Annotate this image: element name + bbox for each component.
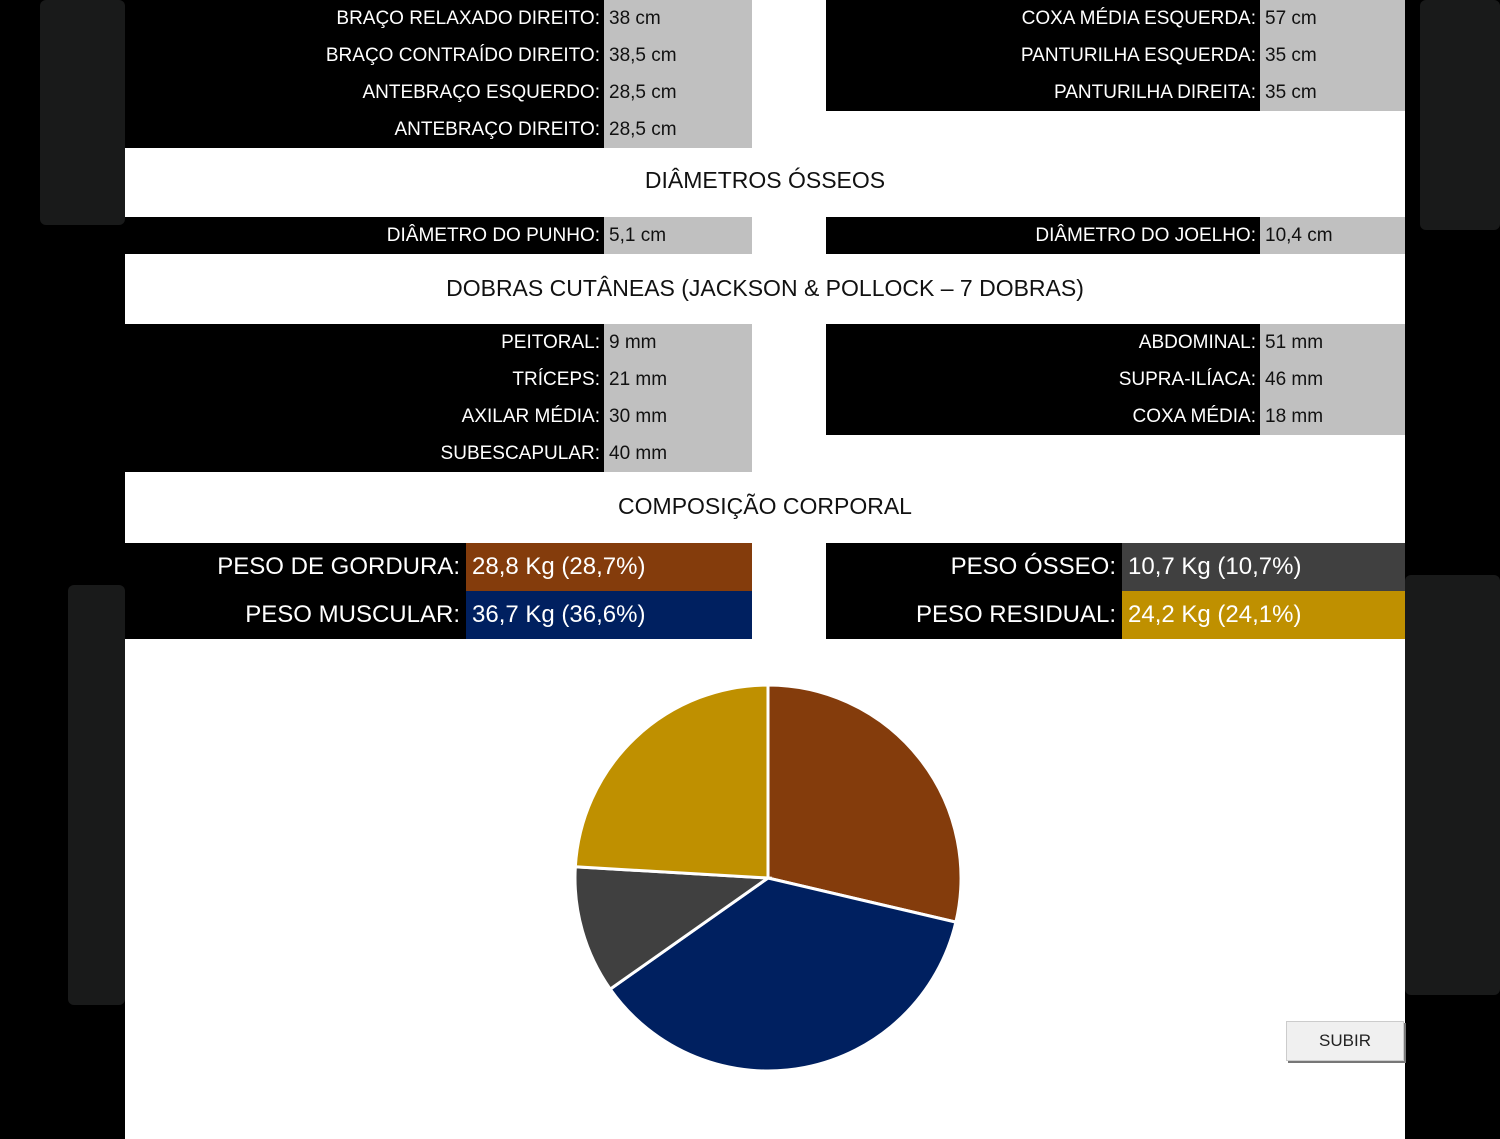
measure-value[interactable]: 9 mm xyxy=(604,324,752,361)
dobras-left: PEITORAL: 9 mm TRÍCEPS: 21 mm AXILAR MÉDIA… xyxy=(125,324,752,472)
perimetros-right: COXA MÉDIA ESQUERDA: 57 cm PANTURILHA ESQ… xyxy=(826,0,1405,111)
measure-row: PANTURILHA DIREITA: 35 cm xyxy=(826,74,1405,111)
pie-slice-peso-sseo xyxy=(573,865,773,992)
measure-label: BRAÇO RELAXADO DIREITO: xyxy=(336,7,600,29)
measure-value[interactable]: 35 cm xyxy=(1260,74,1405,111)
diametros-right: DIÂMETRO DO JOELHO: 10,4 cm xyxy=(826,217,1405,254)
measure-row: ANTEBRAÇO DIREITO: 28,5 cm xyxy=(125,111,752,148)
measure-value[interactable]: 38,5 cm xyxy=(604,37,752,74)
diametros-left: DIÂMETRO DO PUNHO: 5,1 cm xyxy=(125,217,752,254)
measure-label: ANTEBRAÇO DIREITO: xyxy=(394,118,600,140)
background-texture xyxy=(40,0,125,225)
comp-value-residual: 24,2 Kg (24,1%) xyxy=(1122,591,1405,639)
measure-value[interactable]: 40 mm xyxy=(604,435,752,472)
measure-label: SUPRA-ILÍACA: xyxy=(1118,368,1256,390)
measure-value[interactable]: 28,5 cm xyxy=(604,111,752,148)
composicao-left: PESO DE GORDURA: 28,8 Kg (28,7%) PESO MUS… xyxy=(125,543,752,639)
measure-row: COXA MÉDIA ESQUERDA: 57 cm xyxy=(826,0,1405,37)
composicao-right: PESO ÓSSEO: 10,7 Kg (10,7%) PESO RESIDUAL… xyxy=(826,543,1405,639)
measure-value[interactable]: 35 cm xyxy=(1260,37,1405,74)
subir-button[interactable]: SUBIR xyxy=(1286,1021,1404,1061)
perimetros-left: BRAÇO RELAXADO DIREITO: 38 cm BRAÇO CONTR… xyxy=(125,0,752,148)
background-texture xyxy=(1405,575,1500,995)
measure-value[interactable]: 21 mm xyxy=(604,361,752,398)
spreadsheet-report: BRAÇO RELAXADO DIREITO: 38 cm BRAÇO CONTR… xyxy=(125,0,1405,1139)
measure-row: BRAÇO RELAXADO DIREITO: 38 cm xyxy=(125,0,752,37)
background-texture xyxy=(68,585,125,1005)
section-title-composicao: COMPOSIÇÃO CORPORAL xyxy=(618,493,912,519)
comp-label: PESO RESIDUAL: xyxy=(915,601,1116,628)
background-texture xyxy=(1420,0,1500,230)
measure-value[interactable]: 30 mm xyxy=(604,398,752,435)
dobras-right: ABDOMINAL: 51 mm SUPRA-ILÍACA: 46 mm COXA … xyxy=(826,324,1405,435)
pie-slice-peso-muscular xyxy=(608,876,958,1073)
measure-label: DIÂMETRO DO PUNHO: xyxy=(386,224,600,246)
measure-label: PEITORAL: xyxy=(501,331,600,353)
measure-label: PANTURILHA ESQUERDA: xyxy=(1020,44,1256,66)
measure-value[interactable]: 38 cm xyxy=(604,0,752,37)
measure-label: COXA MÉDIA ESQUERDA: xyxy=(1021,7,1256,29)
section-title-dobras: DOBRAS CUTÂNEAS (JACKSON & POLLOCK – 7 D… xyxy=(446,275,1084,301)
measure-label: COXA MÉDIA: xyxy=(1132,405,1256,427)
pie-slice-peso-de-gordura xyxy=(766,683,963,924)
measure-value[interactable]: 51 mm xyxy=(1260,324,1405,361)
measure-value[interactable]: 57 cm xyxy=(1260,0,1405,37)
measure-label: AXILAR MÉDIA: xyxy=(461,405,600,427)
measure-row: PANTURILHA ESQUERDA: 35 cm xyxy=(826,37,1405,74)
measure-label: ABDOMINAL: xyxy=(1138,331,1256,353)
section-title-diametros: DIÂMETROS ÓSSEOS xyxy=(644,167,886,193)
measure-value[interactable]: 28,5 cm xyxy=(604,74,752,111)
body-composition-pie-chart xyxy=(573,683,963,1073)
measure-label: SUBESCAPULAR: xyxy=(440,442,600,464)
measure-label: ANTEBRAÇO ESQUERDO: xyxy=(362,81,600,103)
measure-value[interactable]: 46 mm xyxy=(1260,361,1405,398)
measure-row: BRAÇO CONTRAÍDO DIREITO: 38,5 cm xyxy=(125,37,752,74)
comp-value-muscular: 36,7 Kg (36,6%) xyxy=(466,591,752,639)
comp-label: PESO DE GORDURA: xyxy=(217,553,460,580)
comp-label: PESO ÓSSEO: xyxy=(950,553,1116,580)
measure-label: DIÂMETRO DO JOELHO: xyxy=(1035,224,1256,246)
comp-value-osseo: 10,7 Kg (10,7%) xyxy=(1122,543,1405,591)
measure-label: BRAÇO CONTRAÍDO DIREITO: xyxy=(325,44,600,66)
measure-row: ANTEBRAÇO ESQUERDO: 28,5 cm xyxy=(125,74,752,111)
comp-label: PESO MUSCULAR: xyxy=(245,601,460,628)
measure-label: PANTURILHA DIREITA: xyxy=(1054,81,1256,103)
comp-value-gordura: 28,8 Kg (28,7%) xyxy=(466,543,752,591)
measure-value[interactable]: 5,1 cm xyxy=(604,217,752,254)
pie-slice-peso-residual xyxy=(573,683,770,880)
measure-value[interactable]: 18 mm xyxy=(1260,398,1405,435)
measure-value[interactable]: 10,4 cm xyxy=(1260,217,1405,254)
measure-label: TRÍCEPS: xyxy=(512,368,600,390)
